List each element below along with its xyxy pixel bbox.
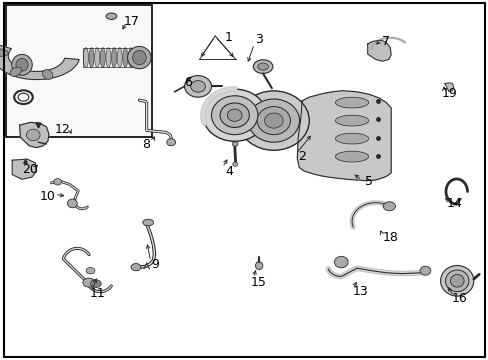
Text: 12: 12 xyxy=(55,123,70,136)
Bar xyxy=(6,5,151,137)
Ellipse shape xyxy=(220,103,249,127)
Text: 15: 15 xyxy=(250,276,265,289)
Text: 3: 3 xyxy=(255,33,263,46)
Text: 1: 1 xyxy=(224,31,232,44)
Ellipse shape xyxy=(445,270,468,292)
Ellipse shape xyxy=(26,129,40,141)
Ellipse shape xyxy=(42,69,53,80)
Text: 16: 16 xyxy=(451,292,467,305)
Ellipse shape xyxy=(83,278,95,287)
Text: 9: 9 xyxy=(151,258,159,271)
Ellipse shape xyxy=(203,89,266,141)
Polygon shape xyxy=(367,40,390,61)
Ellipse shape xyxy=(67,199,77,208)
Ellipse shape xyxy=(127,46,151,69)
Ellipse shape xyxy=(166,139,175,146)
Text: 5: 5 xyxy=(365,175,372,188)
Ellipse shape xyxy=(12,54,32,75)
Text: 8: 8 xyxy=(142,138,149,150)
Ellipse shape xyxy=(16,59,28,71)
Ellipse shape xyxy=(335,115,368,126)
Ellipse shape xyxy=(232,142,238,146)
Ellipse shape xyxy=(232,162,237,166)
Ellipse shape xyxy=(122,48,127,68)
Ellipse shape xyxy=(257,107,290,135)
Text: 4: 4 xyxy=(224,165,232,177)
Ellipse shape xyxy=(335,97,368,108)
Text: 17: 17 xyxy=(124,15,140,28)
Ellipse shape xyxy=(335,151,368,162)
Ellipse shape xyxy=(257,63,268,70)
Ellipse shape xyxy=(142,219,153,226)
Ellipse shape xyxy=(440,266,473,296)
Polygon shape xyxy=(0,45,79,80)
Ellipse shape xyxy=(117,48,122,68)
Ellipse shape xyxy=(86,267,95,274)
Text: 19: 19 xyxy=(441,87,457,100)
Text: 20: 20 xyxy=(22,163,38,176)
Ellipse shape xyxy=(106,13,117,19)
Ellipse shape xyxy=(211,96,258,135)
Ellipse shape xyxy=(95,48,100,68)
Ellipse shape xyxy=(238,91,308,150)
Ellipse shape xyxy=(383,202,395,211)
Polygon shape xyxy=(12,159,37,179)
Ellipse shape xyxy=(334,256,347,268)
Ellipse shape xyxy=(227,109,242,121)
Ellipse shape xyxy=(83,48,88,68)
Ellipse shape xyxy=(131,264,141,271)
Ellipse shape xyxy=(54,179,61,185)
Ellipse shape xyxy=(253,60,272,73)
Text: 18: 18 xyxy=(382,231,397,244)
Text: 13: 13 xyxy=(352,285,368,298)
Ellipse shape xyxy=(10,67,21,76)
Text: 14: 14 xyxy=(446,197,462,210)
Ellipse shape xyxy=(111,48,116,68)
Ellipse shape xyxy=(255,262,263,270)
Bar xyxy=(83,48,139,67)
Ellipse shape xyxy=(264,113,283,128)
Ellipse shape xyxy=(106,48,111,68)
Polygon shape xyxy=(297,91,390,181)
Ellipse shape xyxy=(248,99,299,142)
Polygon shape xyxy=(444,83,453,91)
Ellipse shape xyxy=(134,48,139,68)
Ellipse shape xyxy=(132,50,146,65)
Ellipse shape xyxy=(419,266,430,275)
Text: 7: 7 xyxy=(382,35,389,48)
Ellipse shape xyxy=(184,76,211,97)
Text: 11: 11 xyxy=(90,287,105,300)
Text: 6: 6 xyxy=(184,76,192,89)
Ellipse shape xyxy=(90,280,101,288)
Ellipse shape xyxy=(449,275,463,287)
Ellipse shape xyxy=(89,48,94,68)
Ellipse shape xyxy=(335,133,368,144)
Polygon shape xyxy=(20,122,49,148)
Text: 10: 10 xyxy=(40,190,56,203)
Ellipse shape xyxy=(190,81,205,92)
Ellipse shape xyxy=(128,48,133,68)
Ellipse shape xyxy=(0,49,8,57)
Ellipse shape xyxy=(100,48,105,68)
Text: 2: 2 xyxy=(298,150,305,163)
